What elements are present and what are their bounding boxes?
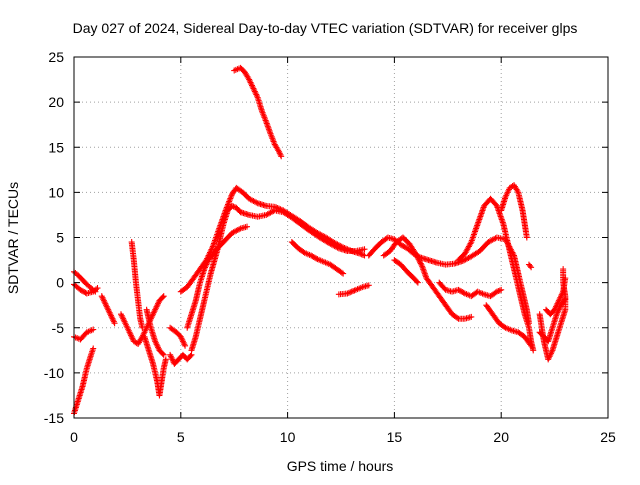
y-tick-label: 20 bbox=[48, 94, 64, 110]
series-markers bbox=[335, 282, 372, 298]
series-markers bbox=[177, 184, 368, 295]
x-tick-label: 5 bbox=[177, 429, 185, 445]
series-arc-27 bbox=[536, 295, 569, 345]
series-markers bbox=[536, 295, 569, 345]
plot-area bbox=[71, 64, 569, 417]
series-markers bbox=[391, 257, 421, 286]
series-arc-8 bbox=[141, 333, 169, 399]
series-markers bbox=[543, 275, 569, 318]
x-tick-label: 15 bbox=[387, 429, 403, 445]
x-axis-label: GPS time / hours bbox=[287, 458, 394, 474]
x-tick-label: 25 bbox=[600, 429, 616, 445]
series-markers bbox=[167, 351, 195, 367]
y-tick-label: -10 bbox=[44, 365, 64, 381]
y-tick-label: 0 bbox=[56, 275, 64, 291]
series-markers bbox=[525, 261, 535, 271]
series-markers bbox=[143, 306, 167, 358]
x-tick-label: 10 bbox=[280, 429, 296, 445]
y-tick-label: -5 bbox=[52, 320, 65, 336]
series-arc-14 bbox=[177, 184, 368, 295]
axis-ticks: 0 5 10 15 20 25 -15 -10 -5 0 5 10 15 20 25 bbox=[44, 49, 616, 445]
series-markers bbox=[167, 324, 189, 349]
series-arc-16 bbox=[288, 239, 347, 277]
series-arc-5 bbox=[98, 293, 118, 327]
series-arc-21 bbox=[436, 279, 505, 300]
series-arc-17 bbox=[335, 282, 372, 298]
series-markers bbox=[141, 333, 169, 399]
series-markers bbox=[288, 239, 347, 277]
series-markers bbox=[483, 302, 535, 349]
x-tick-label: 0 bbox=[70, 429, 78, 445]
x-tick-label: 20 bbox=[493, 429, 509, 445]
series-markers bbox=[98, 293, 118, 327]
series-arc-10 bbox=[167, 351, 195, 367]
series-arc-24 bbox=[498, 182, 530, 241]
y-tick-label: 10 bbox=[48, 184, 64, 200]
y-axis-label: SDTVAR / TECUs bbox=[5, 182, 21, 294]
series-arc-15 bbox=[231, 64, 285, 160]
series-arc-28 bbox=[543, 275, 569, 318]
series-arc-19 bbox=[380, 234, 475, 322]
series-arc-11 bbox=[167, 324, 189, 349]
series-arc-23 bbox=[483, 302, 535, 349]
series-markers bbox=[436, 279, 505, 300]
series-arc-22 bbox=[455, 195, 537, 354]
series-markers bbox=[380, 234, 475, 322]
series-markers bbox=[128, 239, 146, 331]
chart-title: Day 027 of 2024, Sidereal Day-to-day VTE… bbox=[73, 20, 578, 36]
y-tick-label: 5 bbox=[56, 230, 64, 246]
series-markers bbox=[455, 195, 537, 354]
series-markers bbox=[231, 64, 285, 160]
series-arc-9 bbox=[143, 306, 167, 358]
y-tick-label: 15 bbox=[48, 139, 64, 155]
y-tick-label: 25 bbox=[48, 49, 64, 65]
series-markers bbox=[498, 182, 530, 241]
series-arc-20 bbox=[391, 257, 421, 286]
y-tick-label: -15 bbox=[44, 410, 64, 426]
series-arc-7 bbox=[128, 239, 146, 331]
series-arc-25 bbox=[525, 261, 535, 271]
